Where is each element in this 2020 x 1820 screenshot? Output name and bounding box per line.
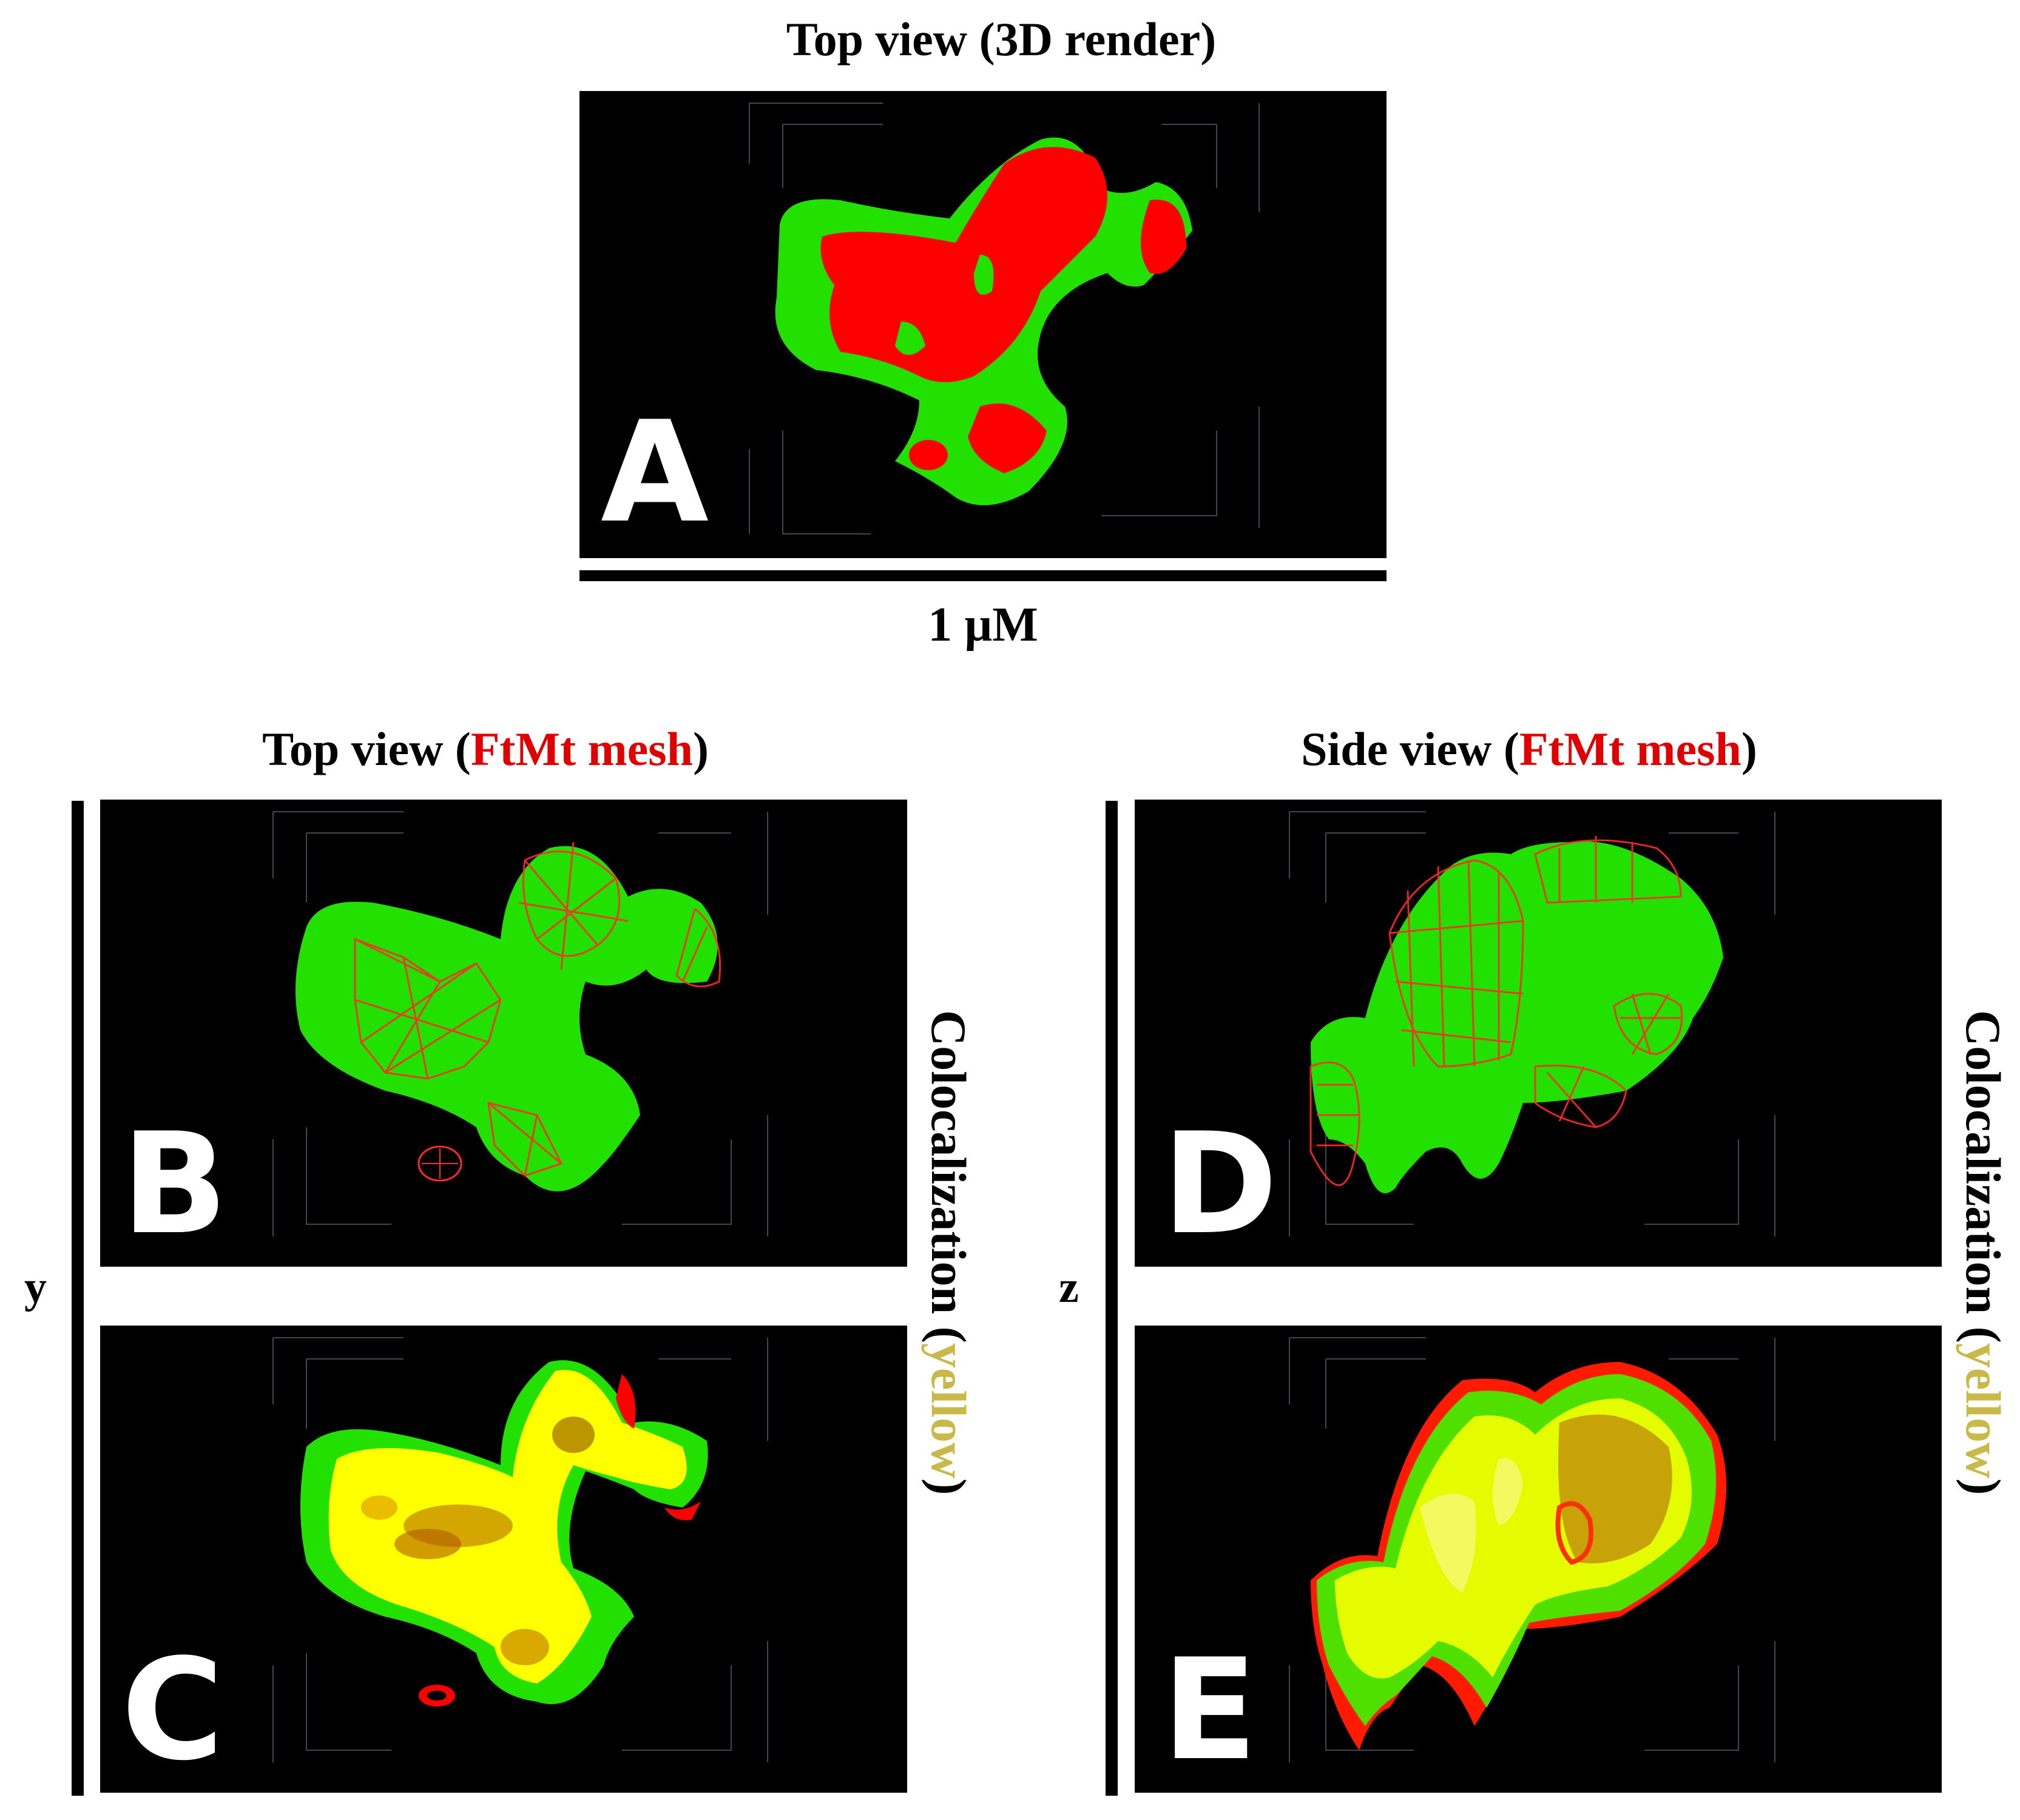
panel-c-colocalization-render <box>272 1337 768 1762</box>
panel-c-letter: C <box>121 1630 224 1791</box>
panel-e-render: E <box>1135 1326 1942 1793</box>
colocalization-left-prefix: Colocalization ( <box>921 1010 976 1343</box>
panel-a-title: Top view (3D render) <box>786 13 1217 66</box>
right-axis-label: z <box>1059 1262 1079 1312</box>
colocalization-label-right: Colocalization (yellow) <box>1954 1010 2012 1495</box>
panel-b-title-suffix: ) <box>692 723 709 775</box>
panel-a-3d-render <box>749 103 1260 534</box>
panel-d-title-highlight: FtMt mesh <box>1519 723 1741 775</box>
panel-b-letter: B <box>121 1104 228 1266</box>
scale-bar-label: 1 µM <box>928 598 1038 652</box>
scale-bar <box>579 570 1387 581</box>
panel-d-letter: D <box>1162 1104 1278 1266</box>
colocalization-right-highlight: yellow <box>1956 1343 2011 1479</box>
panel-b-title-highlight: FtMt mesh <box>470 723 693 775</box>
panel-b-render: B <box>100 800 907 1267</box>
panel-b-title-prefix: Top view ( <box>262 723 471 775</box>
panel-e-letter: E <box>1162 1630 1258 1791</box>
colocalization-label-left: Colocalization (yellow) <box>920 1010 977 1495</box>
colocalization-left-suffix: ) <box>921 1478 976 1495</box>
panel-d-title-suffix: ) <box>1741 723 1757 775</box>
panel-d-render: D <box>1135 800 1942 1267</box>
panel-d-mesh-render <box>1289 811 1775 1236</box>
panel-e-colocalization-render <box>1289 1337 1775 1762</box>
left-axis-bar <box>72 801 84 1796</box>
colocalization-left-highlight: yellow <box>921 1343 976 1479</box>
panel-c-render: C <box>100 1326 907 1793</box>
right-axis-bar <box>1106 801 1118 1796</box>
colocalization-right-prefix: Colocalization ( <box>1956 1010 2011 1343</box>
panel-d-title-prefix: Side view ( <box>1301 723 1519 775</box>
panel-b-title: Top view (FtMt mesh) <box>152 722 819 777</box>
left-axis-label: y <box>24 1262 47 1312</box>
panel-a-render: A <box>579 91 1387 558</box>
panel-d-title: Side view (FtMt mesh) <box>1195 722 1863 777</box>
colocalization-right-suffix: ) <box>1956 1478 2011 1495</box>
panel-a-letter: A <box>601 392 709 554</box>
panel-b-mesh-render <box>272 811 768 1236</box>
